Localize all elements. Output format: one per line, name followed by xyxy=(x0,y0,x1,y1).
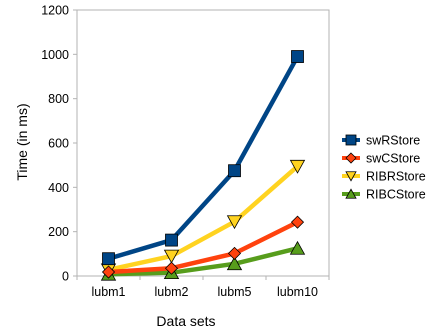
legend-marker xyxy=(345,152,357,164)
legend-marker xyxy=(345,134,357,146)
data-point xyxy=(289,159,306,174)
data-point xyxy=(226,215,243,230)
axis-ticks: 0 200 400 600 800 1000 1200 lubm1 lubm2 lubm5 lubm… xyxy=(41,4,330,299)
legend: swRStore swCStore RIBRStore RIBCStore xyxy=(342,134,426,202)
data-point xyxy=(164,261,179,275)
series-line xyxy=(106,164,300,273)
data-point xyxy=(227,246,242,260)
y-tick-label: 400 xyxy=(48,181,69,195)
legend-marker xyxy=(345,171,357,182)
data-point xyxy=(163,249,180,264)
data-point xyxy=(101,265,116,279)
y-tick-label: 200 xyxy=(48,225,69,239)
y-tick-label: 1000 xyxy=(41,48,69,62)
y-tick-label: 0 xyxy=(62,270,69,284)
legend-label: RIBRStore xyxy=(366,170,426,184)
plot-area xyxy=(76,9,330,277)
series-swRStore xyxy=(102,50,304,266)
x-tick-label: lubm2 xyxy=(154,285,188,299)
series-line xyxy=(106,54,300,261)
data-point xyxy=(228,164,241,178)
x-tick-label: lubm10 xyxy=(277,285,318,299)
plot-border xyxy=(76,9,330,277)
y-axis-label: Time (in ms) xyxy=(14,103,30,180)
legend-item: swCStore xyxy=(342,152,420,166)
data-point xyxy=(290,215,305,229)
data-point xyxy=(165,233,178,247)
legend-item: RIBRStore xyxy=(342,170,426,184)
y-tick-label: 800 xyxy=(48,92,69,106)
series-line xyxy=(106,219,300,275)
series-line xyxy=(106,246,300,277)
legend-label: swCStore xyxy=(366,152,420,166)
legend-item: RIBCStore xyxy=(342,188,426,202)
y-tick-label: 600 xyxy=(48,137,69,151)
x-tick-label: lubm5 xyxy=(217,285,251,299)
x-tick-label: lubm1 xyxy=(91,285,125,299)
data-point xyxy=(291,50,304,63)
legend-item: swRStore xyxy=(342,134,420,148)
series-group xyxy=(100,50,306,281)
data-point xyxy=(102,252,115,266)
series-swCStore xyxy=(101,215,305,279)
data-point xyxy=(289,240,306,255)
legend-marker xyxy=(345,188,357,199)
x-axis-label: Data sets xyxy=(156,313,215,329)
data-point xyxy=(226,256,243,271)
series-RIBRStore xyxy=(100,159,306,278)
legend-label: RIBCStore xyxy=(366,188,426,202)
y-tick-label: 1200 xyxy=(41,4,69,18)
legend-label: swRStore xyxy=(366,134,420,148)
